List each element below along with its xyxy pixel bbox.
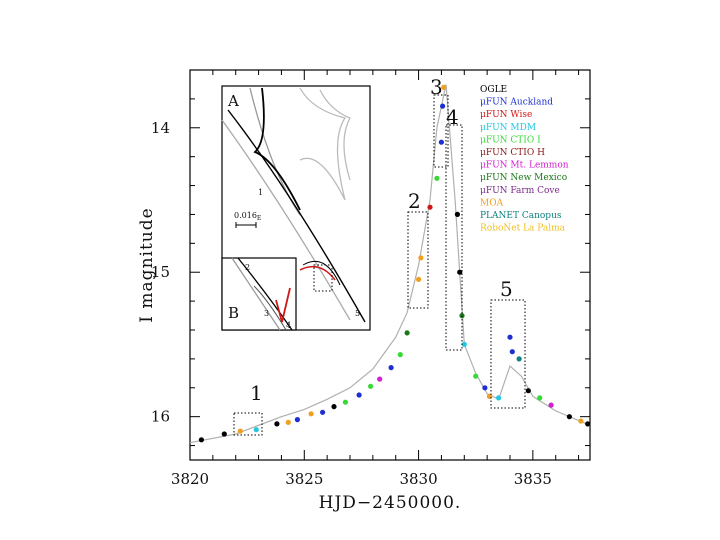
data-point	[397, 352, 403, 358]
data-point	[274, 421, 280, 427]
data-point	[537, 395, 543, 401]
x-tick-label: 3835	[514, 470, 552, 488]
y-tick-label: 16	[151, 408, 170, 426]
data-point	[566, 414, 573, 420]
data-point	[457, 269, 463, 275]
data-point	[253, 427, 259, 433]
y-tick-label: 15	[151, 263, 170, 281]
legend-entry: PLANET Canopus	[480, 211, 562, 221]
inset-a-label: A	[227, 92, 239, 110]
inset-b-source-track	[275, 287, 291, 323]
y-tick-label: 14	[151, 119, 170, 137]
zoom-box-2	[407, 211, 429, 309]
data-point	[418, 255, 424, 261]
data-point	[578, 418, 584, 424]
inset-b-caustic	[231, 257, 281, 331]
legend-entry: RoboNet La Palma	[480, 224, 566, 234]
data-point	[482, 385, 488, 391]
y-axis-label: I magnitude	[137, 207, 157, 322]
inset-a-mark-5: 5	[355, 309, 360, 318]
inset-b-trajectory	[237, 257, 293, 331]
inset-a-source-track	[299, 265, 336, 281]
data-point	[285, 419, 291, 425]
legend-entry: μFUN CTIO H	[480, 148, 545, 158]
inset-a-scale-label: 0.016E	[234, 211, 261, 222]
inset-a-mark-1: 1	[258, 188, 263, 197]
data-point	[237, 428, 243, 434]
x-tick-label: 3830	[399, 470, 437, 488]
inset-b-mark-2: 2	[245, 263, 250, 272]
data-point	[434, 175, 440, 181]
inset-a-trajectory-1	[221, 119, 351, 321]
annotation-2: 2	[408, 189, 421, 213]
legend-entry: MOA	[480, 198, 504, 208]
inset-a-source-track-2	[302, 260, 341, 286]
data-point	[198, 437, 204, 443]
annotation-3: 3	[430, 75, 443, 99]
legend-entry: μFUN MDM	[480, 123, 536, 133]
data-point	[516, 356, 522, 362]
data-point	[342, 399, 348, 405]
inset-a-caustic-4	[319, 89, 351, 181]
annotation-5: 5	[500, 277, 513, 301]
legend-entry: μFUN Auckland	[480, 98, 553, 108]
data-point	[404, 330, 410, 336]
data-point	[454, 211, 460, 217]
data-points	[198, 84, 591, 443]
data-point	[356, 392, 362, 398]
x-tick-label: 3820	[171, 470, 209, 488]
legend: OGLE μFUN Auckland μFUN Wise μFUN MDM μFUN C…	[480, 85, 569, 234]
inset-b-track-2	[253, 285, 287, 331]
legend-entry: OGLE	[480, 85, 507, 95]
data-point	[461, 341, 467, 347]
inset-a-zoom-box	[313, 264, 333, 292]
data-point	[427, 204, 433, 210]
data-point	[294, 417, 300, 423]
zoom-boxes	[233, 94, 526, 436]
inset-a-caustic-2	[253, 87, 301, 211]
data-point	[441, 84, 447, 90]
data-point	[377, 376, 383, 382]
inset-a-caustic-3	[299, 87, 347, 201]
data-point	[416, 276, 422, 282]
data-point	[308, 411, 314, 417]
axis-ticks	[189, 69, 590, 460]
annotation-1: 1	[250, 381, 263, 405]
data-point	[509, 349, 515, 355]
data-point	[440, 103, 446, 109]
inset-a-trajectory-2	[227, 109, 366, 323]
legend-entry: μFUN New Mexico	[480, 173, 567, 183]
data-point	[473, 373, 479, 379]
legend-entry: μFUN Farm Cove	[480, 186, 560, 196]
legend-entry: μFUN CTIO I	[480, 135, 541, 145]
model-curve	[189, 84, 591, 444]
x-tick-label: 3825	[285, 470, 323, 488]
inset-a-scale-bar	[235, 222, 257, 228]
data-point	[438, 139, 444, 145]
inset-b-mark-3: 3	[264, 309, 269, 318]
x-axis-label: HJD−2450000.	[319, 493, 462, 513]
annotation-4: 4	[446, 105, 459, 129]
inset-b: B 2 3 4	[221, 257, 297, 331]
zoom-box-4	[445, 124, 463, 351]
data-point	[320, 409, 326, 415]
data-point	[525, 388, 531, 394]
zoom-box-3	[433, 94, 449, 168]
zoom-box-1	[233, 412, 263, 436]
legend-entry: μFUN Wise	[480, 110, 532, 120]
data-point	[388, 365, 394, 371]
inset-b-label: B	[228, 304, 239, 322]
data-point	[496, 395, 502, 401]
data-point	[507, 334, 513, 340]
data-point	[548, 402, 554, 408]
data-point	[368, 383, 374, 389]
zoom-box-5	[490, 299, 526, 409]
inset-b-mark-4: 4	[286, 321, 291, 330]
data-point	[221, 431, 227, 437]
legend-entry: μFUN Mt. Lemmon	[480, 161, 569, 171]
data-point	[585, 421, 591, 427]
data-point	[331, 404, 337, 410]
